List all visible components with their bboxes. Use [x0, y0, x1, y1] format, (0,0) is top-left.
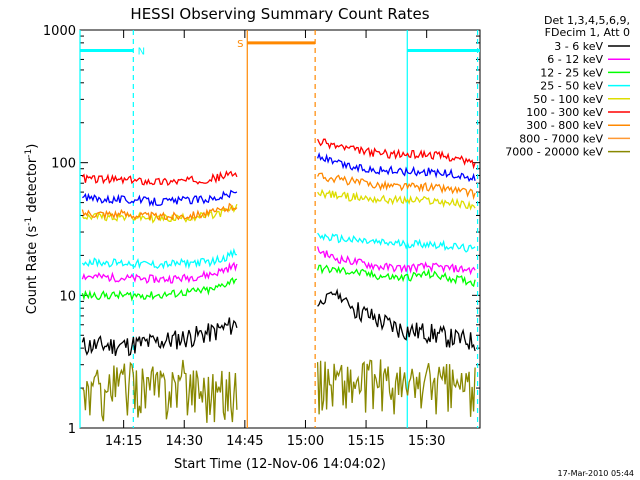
series-line	[316, 246, 476, 276]
x-tick-label: 15:30	[408, 434, 445, 449]
series-line	[81, 277, 238, 302]
series-line	[81, 317, 238, 357]
legend-label: 12 - 25 keV	[540, 66, 603, 79]
legend-label: 7000 - 20000 keV	[505, 146, 603, 159]
legend-label: 300 - 800 keV	[526, 119, 603, 132]
series-line	[316, 151, 476, 183]
legend-label: 6 - 12 keV	[547, 53, 603, 66]
legend-header-1: Det 1,3,4,5,6,9,	[544, 14, 630, 27]
y-axis-label-part1: Count Rate (s	[25, 226, 40, 315]
series-line	[317, 232, 476, 253]
legend-label: 50 - 100 keV	[533, 93, 603, 106]
legend-header-2: FDecim 1, Att 0	[545, 26, 630, 39]
series-line	[317, 138, 476, 170]
series-line	[317, 172, 476, 201]
y-axis-label-part2: detector	[25, 157, 40, 217]
series-line	[81, 169, 238, 186]
series-line	[82, 189, 238, 207]
y-tick-label: 1000	[43, 24, 76, 39]
x-tick-label: 15:15	[347, 434, 384, 449]
legend-label: 25 - 50 keV	[540, 80, 603, 93]
series-line	[81, 261, 238, 284]
series-layer	[81, 138, 476, 423]
axis-ticks: 1 10 100 1000 14:15 14:30 14:45 15:00 15:15 15:30	[43, 24, 480, 449]
chart-title: HESSI Observing Summary Count Rates	[130, 5, 429, 23]
x-axis-label: Start Time (12-Nov-06 14:04:02)	[174, 457, 386, 472]
svg-text:Count Rate (s-1 detector-1): Count Rate (s-1 detector-1)	[24, 144, 40, 315]
marker-label: N	[138, 47, 145, 58]
series-line	[81, 359, 238, 423]
y-axis-label-sup2: -1	[24, 149, 34, 158]
x-tick-label: 15:00	[287, 434, 324, 449]
legend-label: 100 - 300 keV	[526, 106, 603, 119]
x-tick-label: 14:45	[226, 434, 263, 449]
y-tick-label: 1	[68, 422, 76, 437]
y-axis-label: Count Rate (s-1 detector-1)	[24, 144, 40, 315]
y-tick-label: 100	[51, 157, 76, 172]
series-line	[81, 202, 238, 222]
legend: Det 1,3,4,5,6,9, FDecim 1, Att 0 3 - 6 k…	[505, 14, 630, 159]
legend-label: 800 - 7000 keV	[519, 132, 603, 145]
y-axis-label-part3: )	[25, 144, 40, 149]
series-line	[316, 359, 476, 417]
series-line	[316, 264, 476, 288]
marker-layer: NS	[79, 30, 480, 428]
legend-label: 3 - 6 keV	[554, 40, 603, 53]
footer-date: 17-Mar-2010 05:44	[558, 469, 635, 478]
plot-frame	[79, 29, 481, 429]
y-axis-label-sup1: -1	[24, 217, 34, 226]
marker-label: S	[237, 39, 243, 50]
series-line	[81, 247, 237, 270]
x-tick-label: 14:15	[105, 434, 142, 449]
series-line	[317, 188, 476, 211]
x-tick-label: 14:30	[166, 434, 203, 449]
series-line	[317, 288, 476, 352]
y-tick-label: 10	[59, 289, 76, 304]
